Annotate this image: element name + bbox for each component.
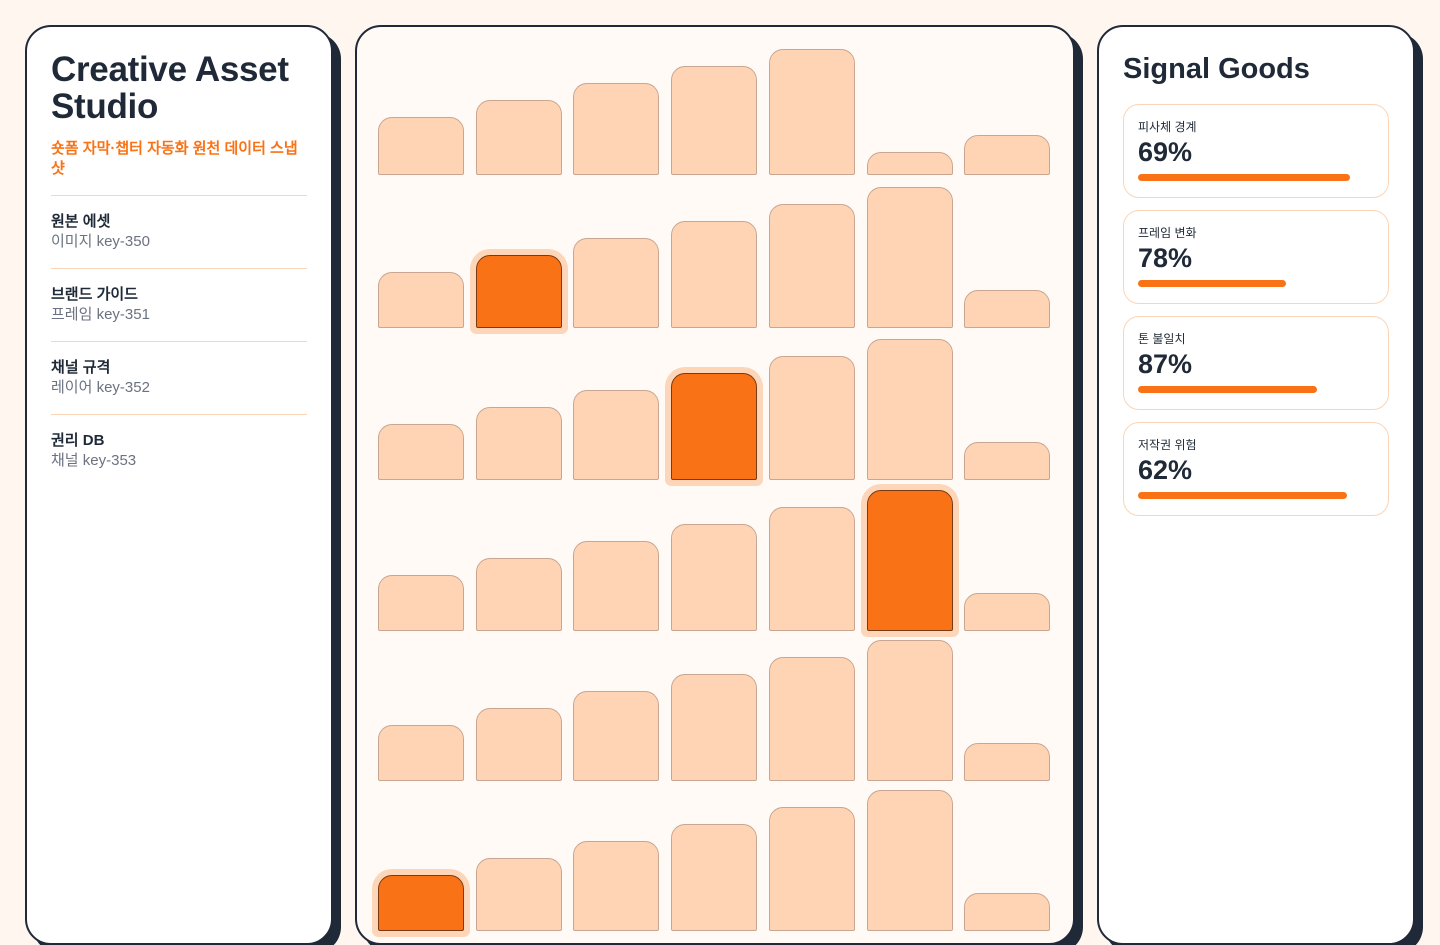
card-value: 62% [1138, 455, 1193, 485]
progress-track [1138, 174, 1374, 181]
item-detail: 채널 key-353 [51, 452, 137, 469]
item-name: 채널 규격 [51, 359, 111, 376]
grid-bar [671, 373, 758, 480]
grid-bar [671, 221, 758, 328]
bar-grid [355, 25, 1075, 945]
progress-fill [1138, 280, 1286, 287]
grid-bar [964, 442, 1051, 480]
card-value: 78% [1138, 243, 1193, 273]
grid-bar [573, 83, 660, 175]
progress-fill [1138, 492, 1347, 499]
progress-fill [1138, 174, 1350, 181]
grid-bar [378, 424, 464, 480]
signal-card: 저작권 위험 62% [1123, 422, 1389, 516]
grid-bar [768, 507, 855, 631]
progress-track [1138, 492, 1374, 499]
grid-bar [573, 390, 660, 480]
grid-bar [964, 135, 1051, 175]
signal-card: 프레임 변화 78% [1123, 210, 1389, 304]
card-value: 87% [1138, 349, 1193, 379]
grid-bar [671, 524, 758, 631]
app-title: Creative Asset Studio [51, 50, 289, 126]
item-detail: 이미지 key-350 [51, 233, 150, 250]
grid-bar [378, 725, 464, 781]
grid-bar [768, 807, 855, 931]
page: Creative Asset Studio 숏폼 자막·챕터 자동화 원천 데이… [25, 25, 1415, 945]
grid-bar [378, 575, 464, 631]
grid-bar [866, 152, 953, 175]
grid-bar [475, 255, 562, 328]
card-label: 피사체 경계 [1138, 120, 1197, 134]
grid-bar [671, 674, 758, 781]
item-detail: 레이어 key-352 [51, 379, 150, 396]
card-value: 69% [1138, 137, 1193, 167]
grid-bar [573, 841, 660, 931]
grid-bar [866, 490, 953, 631]
card-label: 톤 불일치 [1138, 332, 1186, 346]
grid-bar [768, 49, 855, 175]
grid-bar [964, 743, 1051, 781]
grid-bar [866, 339, 953, 480]
grid-bar [573, 541, 660, 631]
grid-bar [866, 187, 953, 328]
grid-bar [768, 204, 855, 328]
signal-card: 톤 불일치 87% [1123, 316, 1389, 410]
grid-bar [475, 858, 562, 931]
grid-bar [378, 117, 464, 175]
grid-bar [573, 238, 660, 328]
grid-bar [475, 100, 562, 175]
app-subtitle: 숏폼 자막·챕터 자동화 원천 데이터 스냅샷 [51, 139, 307, 196]
item-detail: 프레임 key-351 [51, 306, 150, 323]
grid-bar [378, 272, 464, 328]
signals-panel: Signal Goods 피사체 경계 69% 프레임 변화 78% 톤 불일치 87% 저… [1097, 25, 1415, 945]
sidebar: Creative Asset Studio 숏폼 자막·챕터 자동화 원천 데이… [25, 25, 333, 945]
progress-track [1138, 280, 1374, 287]
signals-title: Signal Goods [1123, 53, 1310, 85]
grid-bar [768, 657, 855, 781]
grid-bar [475, 558, 562, 631]
grid-bar [768, 356, 855, 480]
list-item[interactable]: 권리 DB 채널 key-353 [51, 415, 307, 487]
card-label: 프레임 변화 [1138, 226, 1197, 240]
grid-bar [866, 790, 953, 931]
card-list: 피사체 경계 69% 프레임 변화 78% 톤 불일치 87% 저작권 위험 62% [1123, 104, 1389, 516]
grid-bar [964, 593, 1051, 631]
grid-bar [378, 875, 464, 931]
grid-bar [475, 407, 562, 480]
item-name: 브랜드 가이드 [51, 286, 138, 303]
grid-bar [964, 893, 1051, 931]
grid-bar [671, 66, 758, 175]
grid-bar [671, 824, 758, 931]
progress-track [1138, 386, 1374, 393]
signal-card: 피사체 경계 69% [1123, 104, 1389, 198]
item-name: 원본 에셋 [51, 213, 111, 230]
grid-bar [866, 640, 953, 781]
item-list: 원본 에셋 이미지 key-350 브랜드 가이드 프레임 key-351 채널 규격 레… [51, 196, 307, 487]
grid-bar [964, 290, 1051, 328]
progress-fill [1138, 386, 1317, 393]
card-label: 저작권 위험 [1138, 438, 1197, 452]
grid-bar [475, 708, 562, 781]
grid-bar [573, 691, 660, 781]
item-name: 권리 DB [51, 432, 105, 449]
